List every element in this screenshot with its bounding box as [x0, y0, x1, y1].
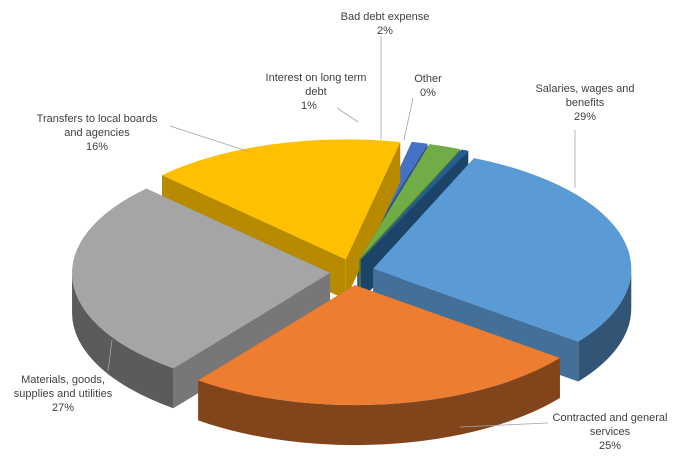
slice-contracted-and-general-services-side [198, 357, 560, 446]
slice-salaries-wages-and-benefits [373, 158, 632, 382]
label-contracted: Contracted and general services 25% [545, 411, 675, 453]
label-other-name: Other [414, 73, 442, 85]
slice-salaries-wages-and-benefits-side [578, 268, 632, 382]
label-interest: Interest on long term debt 1% [255, 71, 377, 113]
label-contracted-line1: Contracted and general [552, 412, 668, 424]
label-contracted-line2: services [589, 426, 631, 438]
label-contracted-pct: 25% [598, 440, 622, 452]
leader-line-transfers [169, 125, 251, 153]
label-salaries-line2: benefits [565, 97, 605, 109]
label-transfers-line1: Transfers to local boards [36, 113, 158, 125]
label-bad-debt-pct: 2% [377, 25, 393, 37]
label-interest-pct: 1% [301, 100, 317, 112]
leader-line-contracted [459, 422, 549, 428]
label-bad-debt: Bad debt expense 2% [330, 10, 440, 38]
leader-line-other [403, 97, 414, 141]
slice-contracted-and-general-services-top [198, 285, 560, 406]
slice-bad-debt-expense-top [359, 144, 461, 260]
label-interest-line1: Interest on long term [265, 72, 367, 84]
label-interest-line2: debt [305, 86, 327, 98]
slice-materials-goods-supplies-and-utilities-top [72, 188, 331, 369]
leader-line-materials [107, 339, 113, 372]
leader-lines [107, 36, 576, 428]
leader-line-interest [336, 107, 359, 123]
label-transfers: Transfers to local boards and agencies 1… [22, 112, 172, 154]
label-bad-debt-name: Bad debt expense [340, 11, 430, 23]
label-other-pct: 0% [420, 87, 436, 99]
label-materials: Materials, goods, supplies and utilities… [0, 373, 126, 415]
slice-other-top [360, 149, 469, 260]
label-materials-line1: Materials, goods, [21, 374, 105, 386]
label-materials-pct: 27% [51, 402, 75, 414]
label-salaries: Salaries, wages and benefits 29% [522, 82, 648, 124]
pie-slices [72, 139, 632, 446]
label-transfers-line2: and agencies [64, 127, 130, 139]
slice-contracted-and-general-services [198, 285, 560, 446]
label-materials-line2: supplies and utilities [13, 388, 113, 400]
slice-transfers-to-local-boards-and-agencies-top [162, 139, 401, 260]
label-other: Other 0% [400, 72, 456, 100]
slice-salaries-wages-and-benefits-top [373, 158, 632, 342]
label-transfers-pct: 16% [85, 141, 109, 153]
label-salaries-pct: 29% [573, 111, 597, 123]
slice-materials-goods-supplies-and-utilities-side [72, 272, 174, 409]
label-salaries-line1: Salaries, wages and [535, 83, 635, 95]
